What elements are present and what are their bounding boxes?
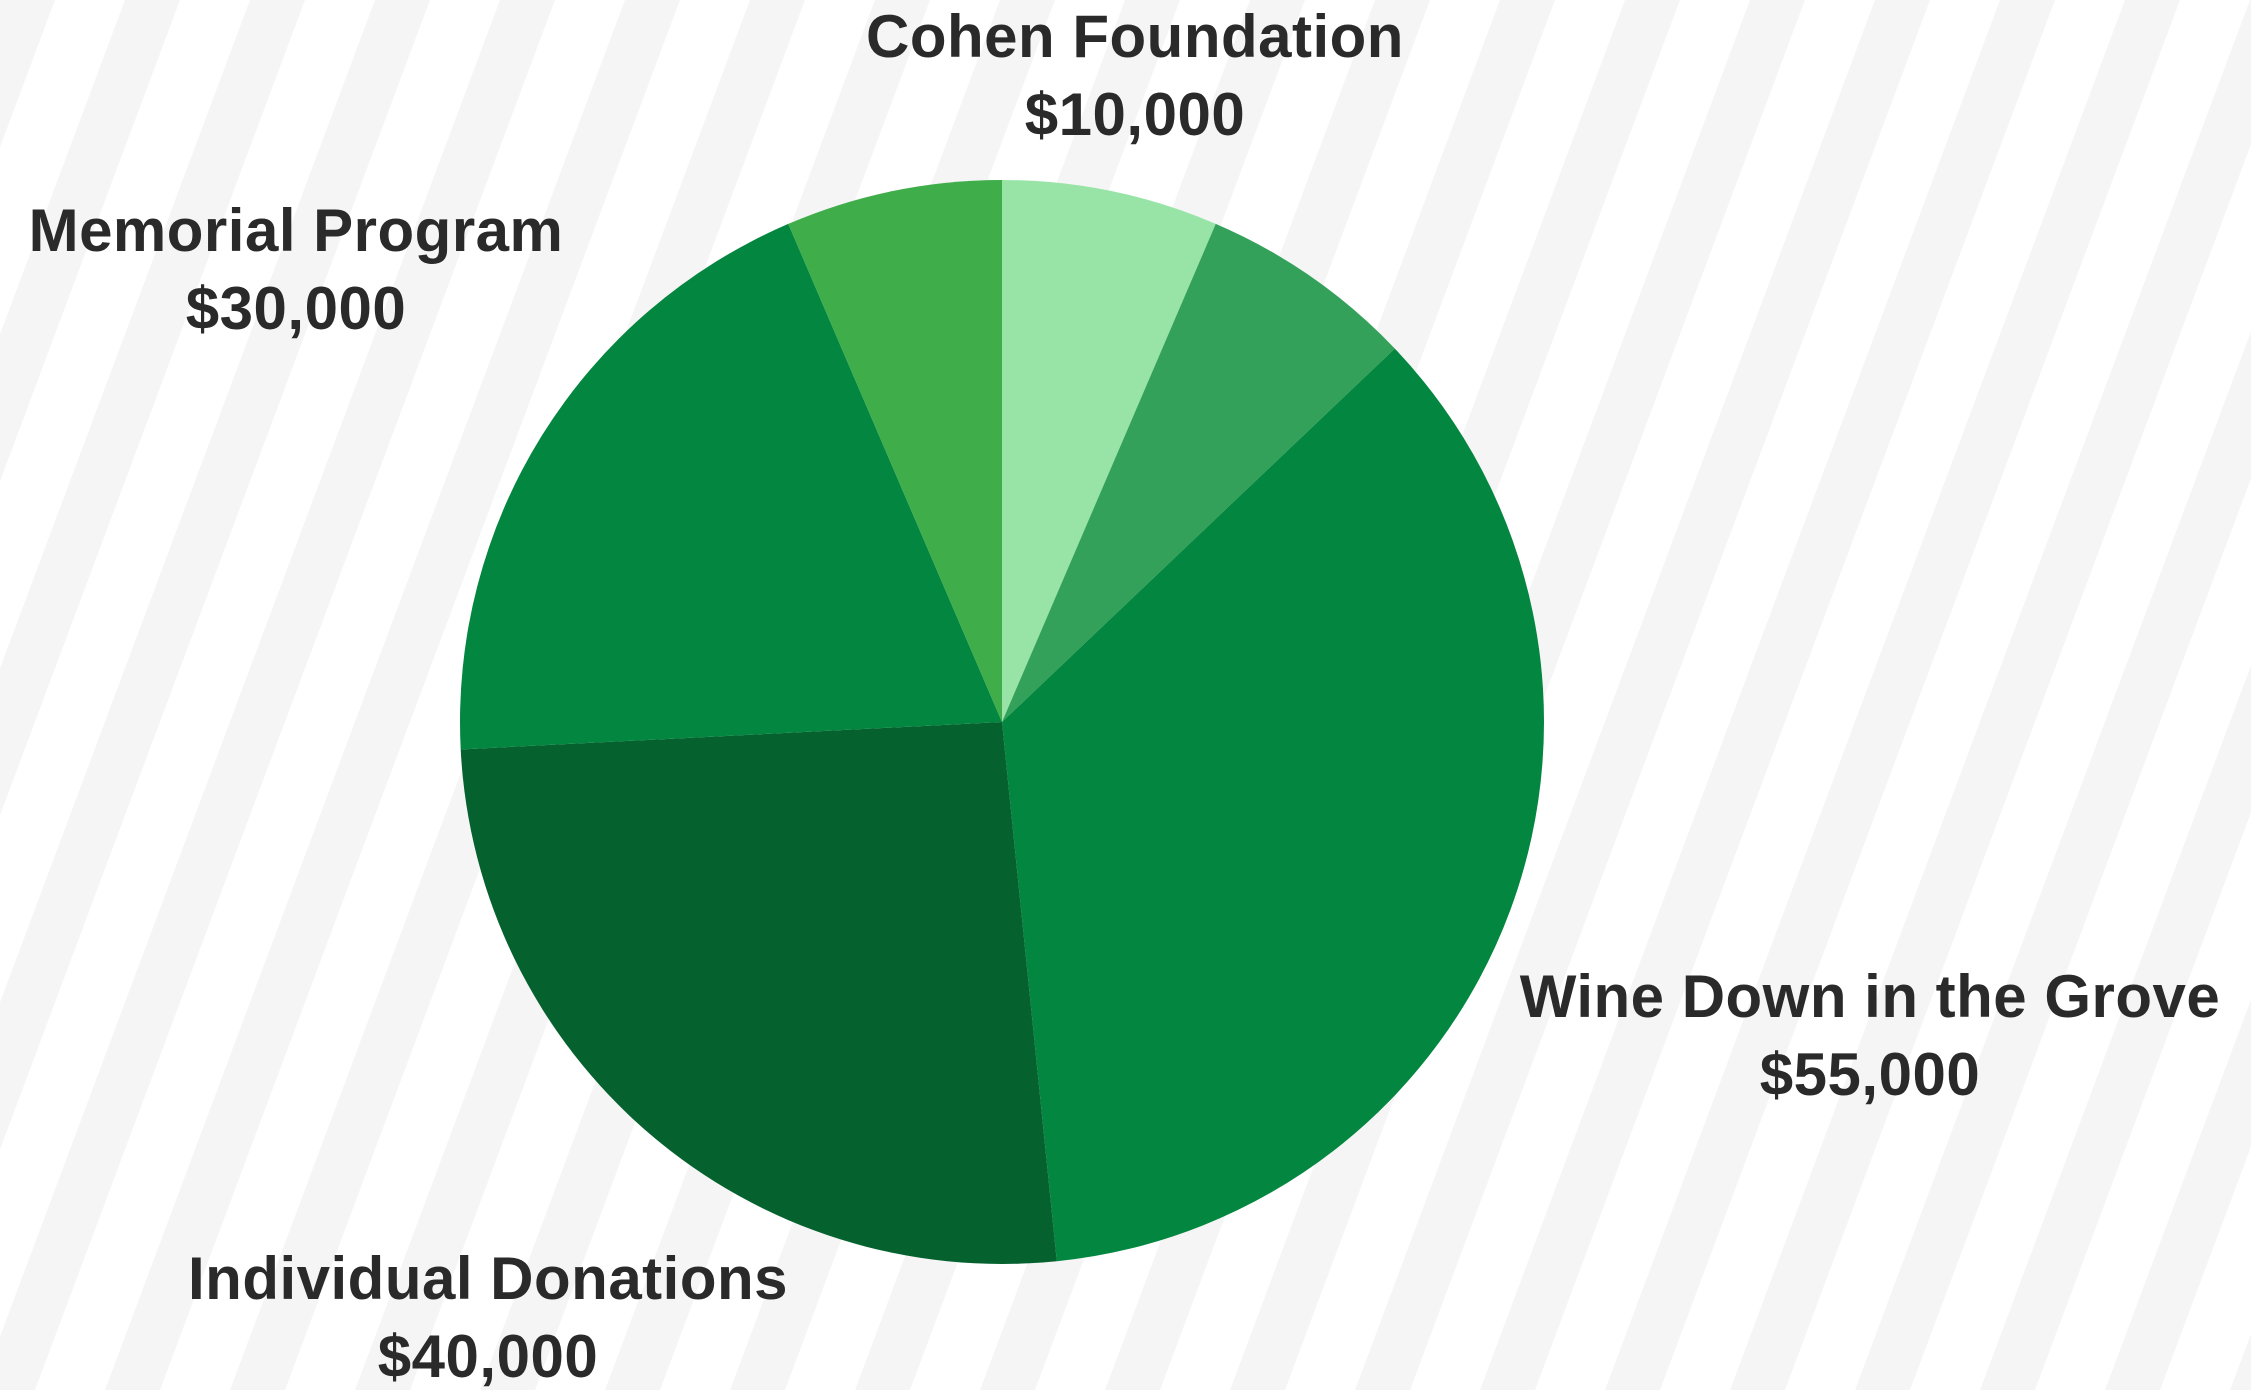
pie-slice-unlabeled-5	[788, 179, 1002, 722]
background-stripe	[1605, 0, 2180, 1390]
background-stripe	[2105, 999, 2251, 1390]
label-memorial-program: Memorial Program $30,000	[29, 192, 564, 348]
background-stripe	[1355, 0, 1930, 1390]
background-stripe	[0, 0, 180, 482]
slice-amount-individual-donations: $40,000	[377, 1323, 599, 1390]
background-stripe	[2230, 1333, 2251, 1390]
pie-slice-individual-donations	[460, 722, 1057, 1264]
slice-amount-memorial-program: $30,000	[185, 275, 407, 342]
background-stripe	[0, 0, 55, 148]
pie-slice-unlabeled-1	[1002, 223, 1395, 723]
slice-amount-cohen-foundation: $10,000	[1024, 81, 1246, 148]
slice-label-wine-down: Wine Down in the Grove	[1519, 963, 2221, 1030]
label-individual-donations: Individual Donations $40,000	[188, 1240, 788, 1390]
background-stripe	[1730, 0, 2251, 1390]
background-stripe	[0, 0, 555, 1390]
background-stripe	[0, 0, 305, 816]
background-stripe	[1980, 665, 2251, 1390]
background-stripe	[105, 0, 680, 1390]
background-stripe	[0, 0, 430, 1150]
pie-slice-cohen-foundation	[1002, 179, 1216, 722]
label-cohen-foundation: Cohen Foundation $10,000	[866, 0, 1404, 154]
background-stripe	[1480, 0, 2055, 1390]
slice-amount-wine-down: $55,000	[1759, 1041, 1981, 1108]
slice-label-cohen-foundation: Cohen Foundation	[866, 3, 1404, 70]
pie-slice-memorial-program	[460, 223, 1002, 750]
background-stripe	[1855, 331, 2251, 1390]
slice-label-memorial-program: Memorial Program	[28, 197, 564, 264]
slice-label-individual-donations: Individual Donations	[187, 1245, 789, 1312]
pie-slice-wine-down-in-the-grove	[1002, 348, 1545, 1262]
label-wine-down: Wine Down in the Grove $55,000	[1520, 958, 2221, 1114]
